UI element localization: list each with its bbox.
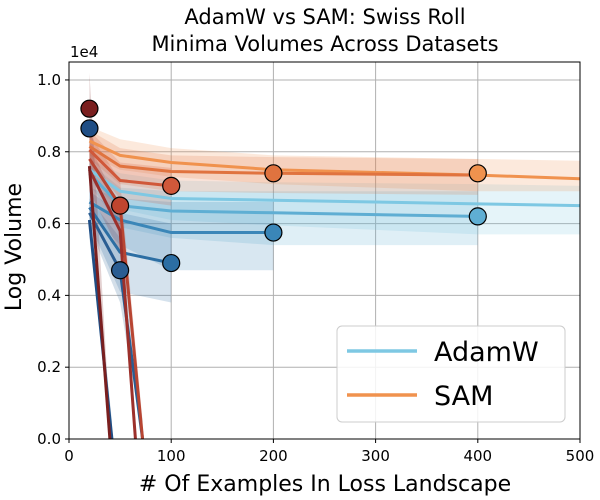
y-axis-label: Log Volume <box>2 183 27 311</box>
data-point-marker <box>162 253 181 273</box>
x-tick-label: 100 <box>157 447 186 465</box>
series-line-adamw-1 <box>88 172 478 218</box>
x-axis-label: # Of Examples In Loss Landscape <box>139 472 511 497</box>
data-point-marker <box>264 164 283 183</box>
data-markers <box>80 99 487 280</box>
legend-label-adamw: AdamW <box>434 337 539 368</box>
y-tick-label: 0.6 <box>37 215 61 233</box>
x-tick-label: 0 <box>64 447 74 465</box>
y-axis-ticks: 0.0 0.2 0.4 0.6 0.8 1.0 <box>37 71 69 448</box>
y-tick-label: 0.0 <box>37 430 61 448</box>
data-point-marker <box>80 99 99 118</box>
band-adamw-4 <box>89 198 143 439</box>
y-tick-label: 0.8 <box>37 143 61 161</box>
x-tick-label: 500 <box>566 447 595 465</box>
plot-area <box>68 61 581 440</box>
x-tick-label: 400 <box>463 447 492 465</box>
data-point-marker <box>162 176 181 195</box>
legend-label-sam: SAM <box>434 381 493 412</box>
y-tick-label: 0.2 <box>37 358 61 376</box>
x-tick-label: 200 <box>259 447 288 465</box>
series-line-sam-6 <box>88 139 581 181</box>
data-point-marker <box>80 119 99 138</box>
series-line-adamw-2 <box>88 200 274 235</box>
legend: AdamW SAM <box>336 325 566 423</box>
x-axis-ticks: 0 100 200 300 400 500 <box>64 439 594 465</box>
series-line-adamw-0 <box>88 168 581 208</box>
series-line-adamw-3 <box>88 206 172 265</box>
data-point-marker <box>468 164 487 183</box>
y-offset-label: 1e4 <box>70 43 98 61</box>
series-lines <box>87 139 581 440</box>
series-line-sam-7 <box>88 145 478 177</box>
data-point-marker <box>110 261 130 280</box>
band-sam-7 <box>89 130 478 195</box>
series-line-sam-8 <box>88 148 172 188</box>
band-adamw-1 <box>89 162 478 246</box>
chart-title-line-2: Minima Volumes Across Datasets <box>151 32 498 56</box>
data-point-marker <box>468 207 487 226</box>
plot-frame <box>68 61 581 440</box>
y-tick-label: 0.4 <box>37 286 61 304</box>
series-line-sam-11 <box>87 166 112 440</box>
y-tick-label: 1.0 <box>37 71 61 89</box>
series-line-sam-10 <box>88 169 137 440</box>
data-point-marker <box>110 196 130 215</box>
chart-title-line-1: AdamW vs SAM: Swiss Roll <box>184 5 465 29</box>
x-tick-label: 300 <box>361 447 390 465</box>
data-point-marker <box>264 223 283 242</box>
band-adamw-3 <box>89 191 172 303</box>
